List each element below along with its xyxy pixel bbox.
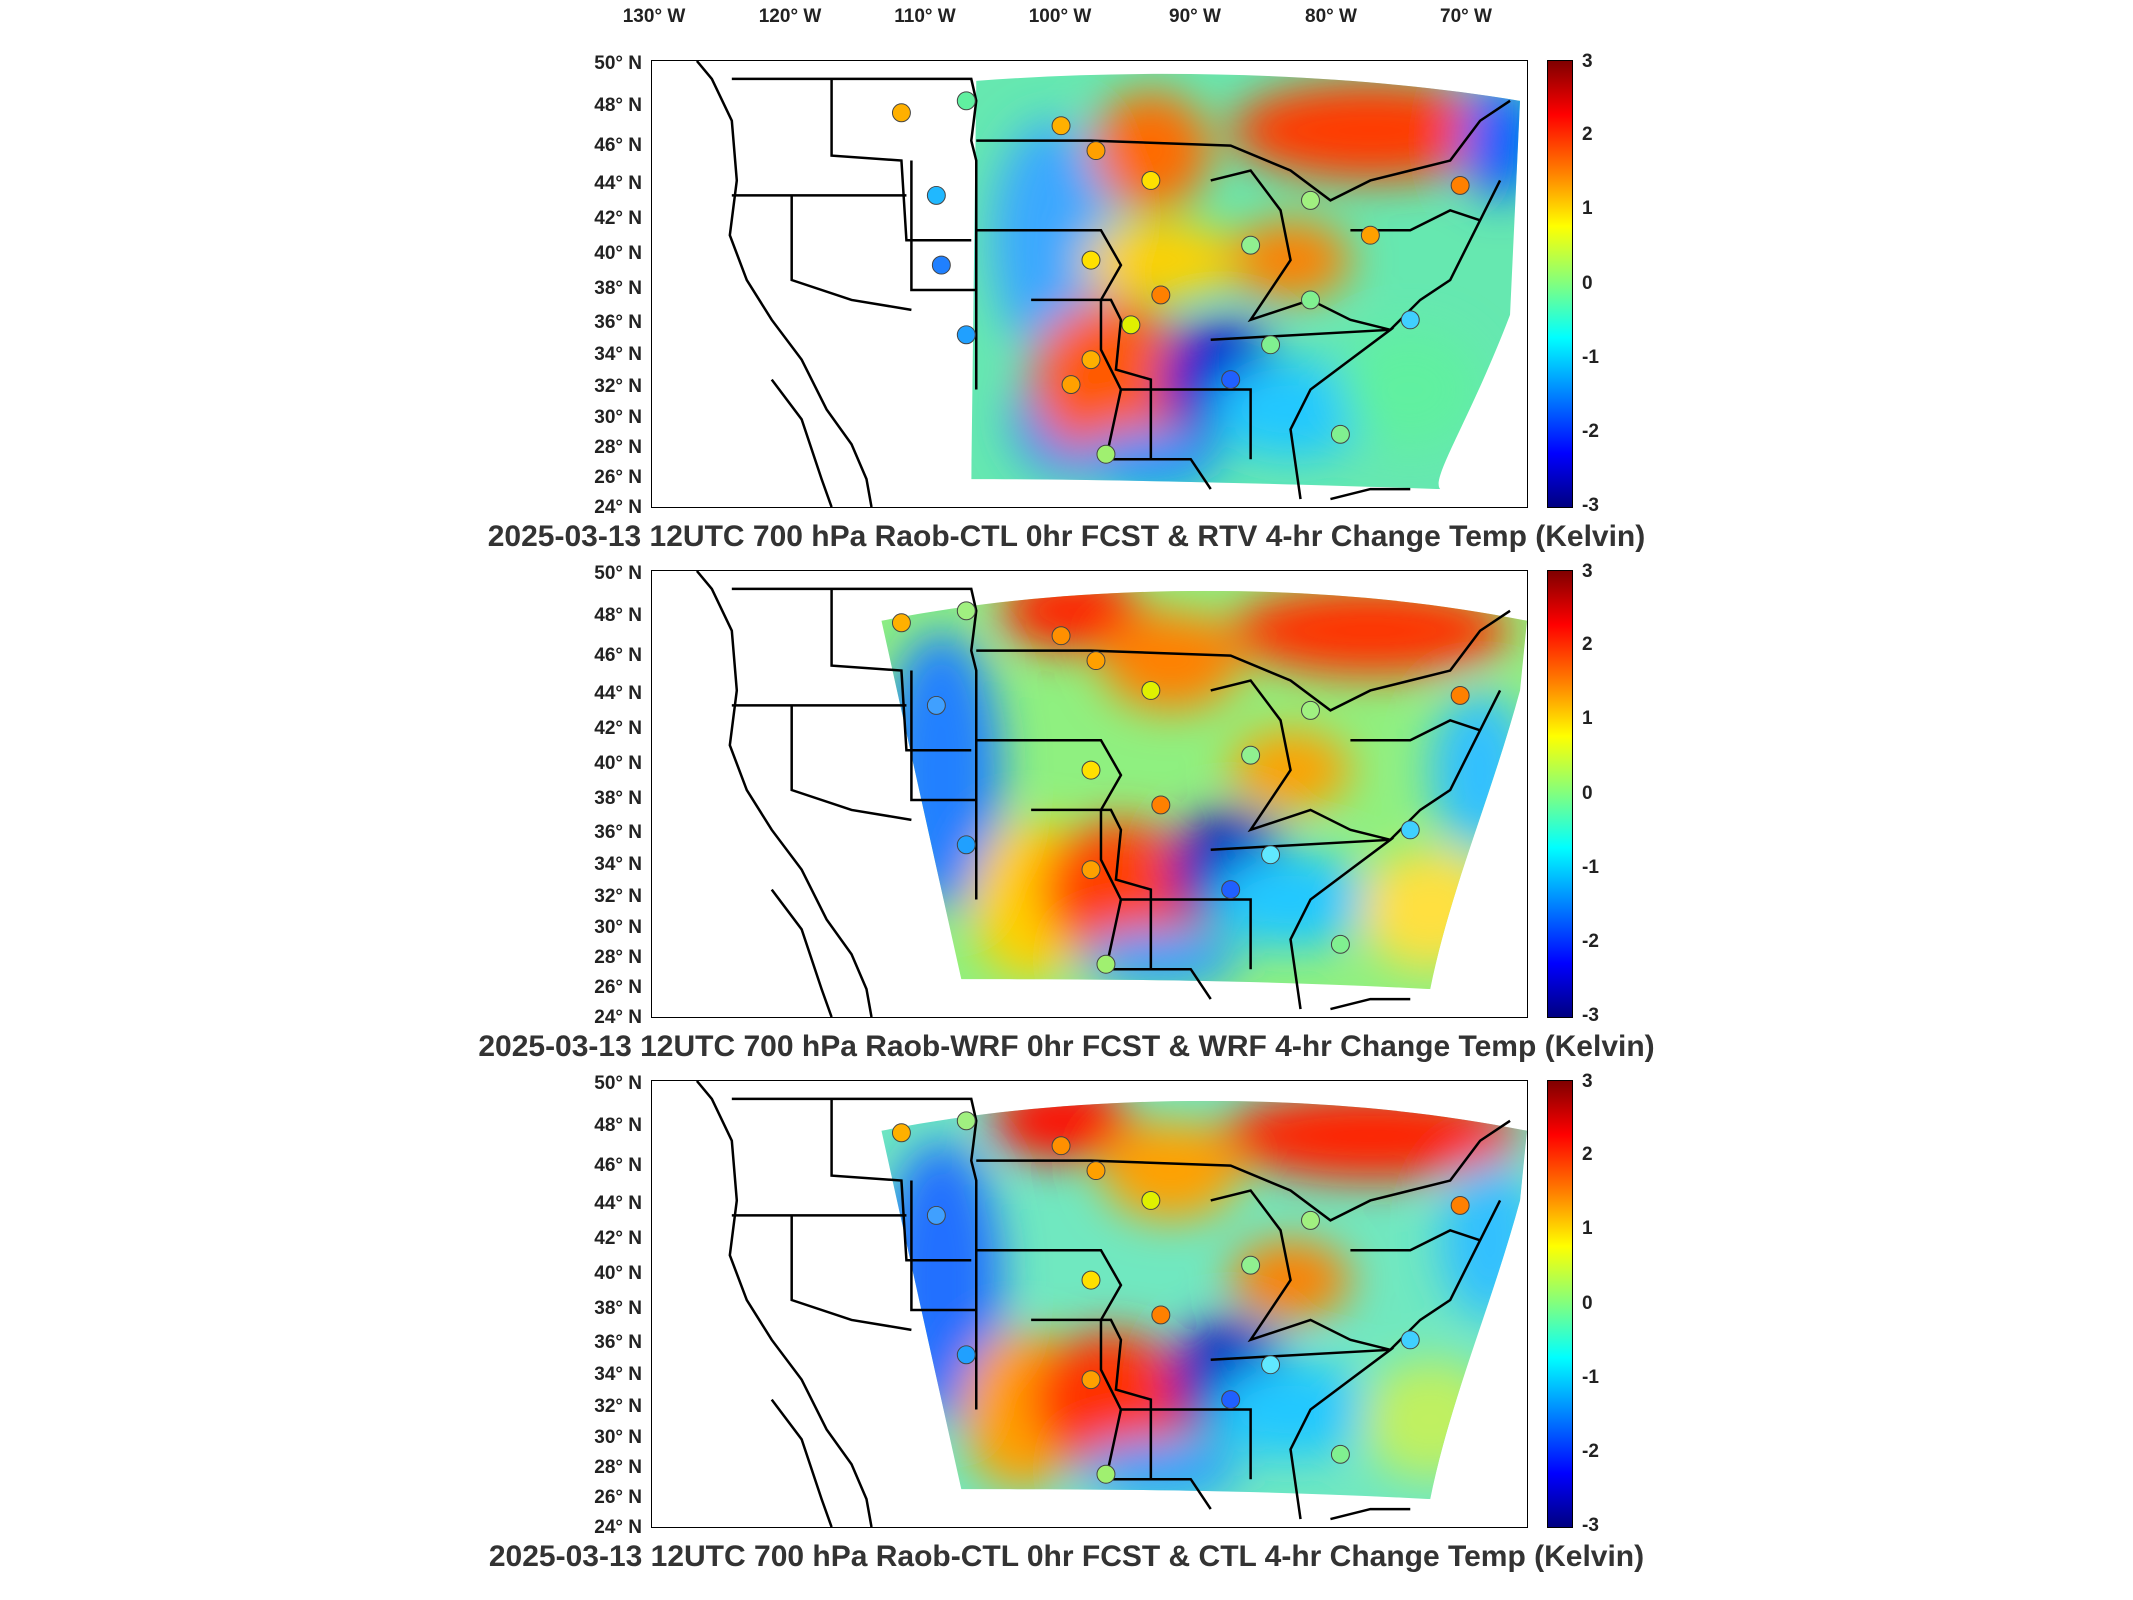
lat-label: 32° N xyxy=(594,886,642,907)
map-frame xyxy=(651,1080,1528,1528)
map-panel-rtv: 50° N 48° N 46° N 44° N 42° N 40° N 38° … xyxy=(0,0,2133,553)
lat-label: 46° N xyxy=(594,1155,642,1176)
colorbar-tick: 1 xyxy=(1582,198,1593,219)
lat-label: 44° N xyxy=(594,1193,642,1214)
raob-stations xyxy=(891,91,1470,464)
lat-label: 32° N xyxy=(594,376,642,397)
colorbar-tick: 3 xyxy=(1582,1071,1593,1092)
colorbar xyxy=(1547,570,1573,1018)
colorbar-tick: -1 xyxy=(1582,347,1599,368)
lon-label: 70° W xyxy=(1440,6,1492,27)
lat-label: 28° N xyxy=(594,1457,642,1478)
lon-label: 130° W xyxy=(622,6,686,27)
colorbar-tick: -2 xyxy=(1582,1441,1599,1462)
lat-label: 42° N xyxy=(594,208,642,229)
lon-label: 80° W xyxy=(1305,6,1357,27)
panel-title: 2025-03-13 12UTC 700 hPa Raob-CTL 0hr FC… xyxy=(487,520,1646,553)
map-lines xyxy=(695,571,1511,1017)
lat-label: 32° N xyxy=(594,1396,642,1417)
lat-label: 24° N xyxy=(594,497,642,518)
lat-label: 24° N xyxy=(594,1517,642,1538)
lat-label: 46° N xyxy=(594,645,642,666)
colorbar-tick: -3 xyxy=(1582,1515,1599,1536)
colorbar-tick: -2 xyxy=(1582,421,1599,442)
lon-label: 120° W xyxy=(758,6,822,27)
map-panel-wrf: 50° N 48° N 46° N 44° N 42° N 40° N 38° … xyxy=(0,510,2133,1063)
lat-label: 30° N xyxy=(594,407,642,428)
lat-label: 34° N xyxy=(594,344,642,365)
lat-label: 28° N xyxy=(594,437,642,458)
map-frame xyxy=(651,570,1528,1018)
temperature-map xyxy=(695,1081,1527,1527)
lat-label: 26° N xyxy=(594,467,642,488)
lat-label: 28° N xyxy=(594,947,642,968)
lat-label: 34° N xyxy=(594,1364,642,1385)
colorbar-tick: 2 xyxy=(1582,1144,1593,1165)
lon-label: 110° W xyxy=(894,6,956,27)
raob-stations xyxy=(891,601,1470,974)
colorbar-tick: -3 xyxy=(1582,1005,1599,1026)
lat-label: 48° N xyxy=(594,95,642,116)
lat-label: 44° N xyxy=(594,683,642,704)
temperature-field xyxy=(971,73,1521,490)
lat-label: 40° N xyxy=(594,753,642,774)
lat-label: 38° N xyxy=(594,788,642,809)
lat-label: 26° N xyxy=(594,977,642,998)
lat-label: 42° N xyxy=(594,718,642,739)
colorbar-tick: -1 xyxy=(1582,1367,1599,1388)
lat-label: 40° N xyxy=(594,1263,642,1284)
colorbar-tick: -3 xyxy=(1582,495,1599,516)
colorbar-tick: 1 xyxy=(1582,708,1593,729)
lon-label: 100° W xyxy=(1028,6,1092,27)
map-frame xyxy=(651,60,1528,508)
colorbar-tick: 0 xyxy=(1582,783,1593,804)
colorbar-tick: 3 xyxy=(1582,51,1593,72)
colorbar-tick: 2 xyxy=(1582,124,1593,145)
panel-title: 2025-03-13 12UTC 700 hPa Raob-CTL 0hr FC… xyxy=(488,1540,1645,1573)
lat-label: 30° N xyxy=(594,1427,642,1448)
temperature-field xyxy=(881,1100,1527,1500)
lat-label: 34° N xyxy=(594,854,642,875)
lat-label: 46° N xyxy=(594,135,642,156)
colorbar-tick: 0 xyxy=(1582,1293,1593,1314)
lat-label: 50° N xyxy=(594,563,642,584)
colorbar-tick: 3 xyxy=(1582,561,1593,582)
lat-label: 50° N xyxy=(594,53,642,74)
colorbar-tick: 0 xyxy=(1582,273,1593,294)
raob-stations xyxy=(891,1111,1470,1484)
lat-label: 38° N xyxy=(594,278,642,299)
map-lines xyxy=(695,61,1511,507)
colorbar-tick: -2 xyxy=(1582,931,1599,952)
map-lines xyxy=(695,1081,1511,1527)
lat-label: 40° N xyxy=(594,243,642,264)
lat-label: 24° N xyxy=(594,1007,642,1028)
map-panel-ctl: 50° N 48° N 46° N 44° N 42° N 40° N 38° … xyxy=(0,1020,2133,1573)
colorbar-tick: 1 xyxy=(1582,1218,1593,1239)
lat-label: 26° N xyxy=(594,1487,642,1508)
lat-label: 42° N xyxy=(594,1228,642,1249)
colorbar xyxy=(1547,60,1573,508)
panel-title: 2025-03-13 12UTC 700 hPa Raob-WRF 0hr FC… xyxy=(478,1030,1655,1063)
colorbar-tick: -1 xyxy=(1582,857,1599,878)
temperature-field xyxy=(881,590,1527,990)
colorbar xyxy=(1547,1080,1573,1528)
lat-label: 36° N xyxy=(594,312,642,333)
lon-label: 90° W xyxy=(1169,6,1221,27)
lat-label: 48° N xyxy=(594,605,642,626)
lat-label: 44° N xyxy=(594,173,642,194)
lat-label: 36° N xyxy=(594,1332,642,1353)
lat-label: 50° N xyxy=(594,1073,642,1094)
temperature-map xyxy=(695,61,1521,507)
colorbar-tick: 2 xyxy=(1582,634,1593,655)
lat-label: 36° N xyxy=(594,822,642,843)
lat-label: 38° N xyxy=(594,1298,642,1319)
temperature-map xyxy=(695,571,1527,1017)
lat-label: 30° N xyxy=(594,917,642,938)
lat-label: 48° N xyxy=(594,1115,642,1136)
